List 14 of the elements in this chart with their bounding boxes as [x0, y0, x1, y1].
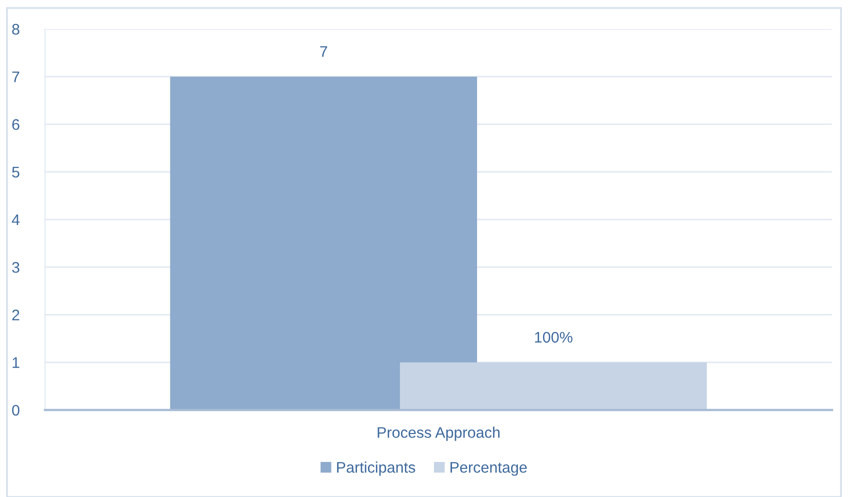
y-tick-label: 2	[12, 310, 20, 320]
y-tick-label: 1	[12, 357, 20, 368]
legend-label: Percentage	[450, 462, 527, 476]
y-tick-label: 3	[12, 262, 20, 273]
y-tick-label: 6	[12, 119, 20, 130]
legend-label: Participants	[337, 462, 416, 476]
x-tick-label: Process Approach	[378, 426, 500, 441]
y-tick-label: 0	[12, 404, 20, 416]
data-label: 100%	[535, 332, 572, 343]
y-tick-label: 7	[12, 72, 20, 82]
data-label: 7	[320, 46, 328, 57]
y-tick-label: 5	[12, 166, 20, 178]
y-tick-label: 4	[12, 214, 20, 226]
y-tick-label: 8	[12, 24, 20, 35]
